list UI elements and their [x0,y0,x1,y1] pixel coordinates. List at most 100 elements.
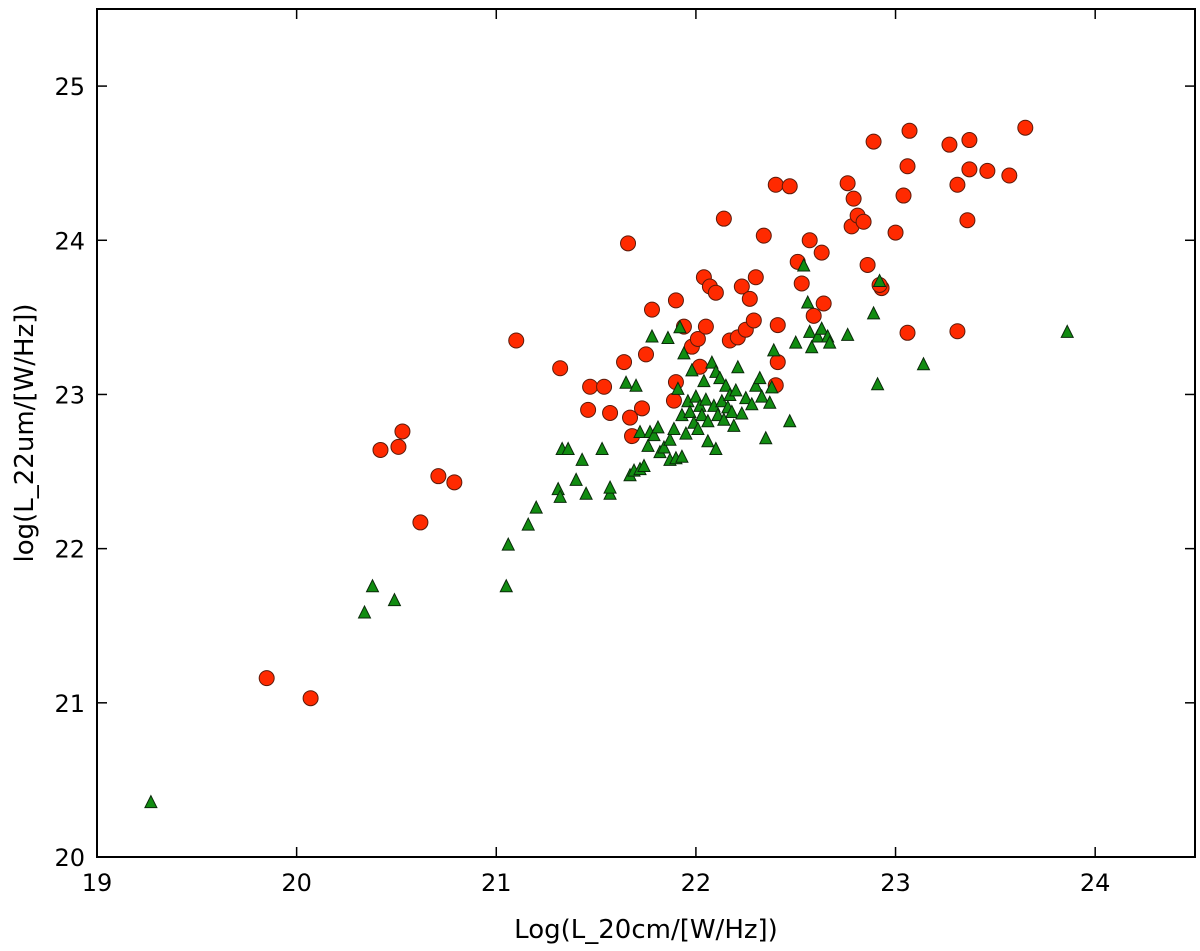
data-point-triangle [357,604,372,619]
y-tick-label: 25 [54,73,85,101]
data-point-triangle [637,458,651,472]
data-point-triangle [671,381,685,395]
data-point-triangle [575,452,589,466]
data-point-circle [899,158,916,175]
data-point-triangle [752,370,767,385]
data-point-triangle [683,404,697,419]
data-point-triangle [727,418,741,432]
data-point-circle [855,213,872,230]
data-point-triangle [872,273,887,287]
data-point-triangle [729,382,743,397]
data-point-circle [596,378,613,395]
data-point-triangle [699,392,713,406]
data-point-circle [697,318,714,335]
data-point-triangle [663,432,677,446]
data-point-triangle [701,433,715,448]
x-tick-label: 22 [681,869,712,897]
data-point-triangle [677,345,691,360]
x-tick-label: 23 [880,869,911,897]
x-tick-label: 24 [1080,869,1111,897]
data-point-triangle [725,404,739,419]
plot-frame [96,8,1196,858]
data-point-circle [755,227,772,244]
data-point-triangle [501,536,516,551]
data-point-circle [394,423,411,440]
data-point-circle [839,175,856,192]
data-point-circle [372,441,389,458]
data-point-triangle [365,578,380,593]
data-point-circle [767,176,784,193]
data-point-circle [859,256,876,273]
data-point-circle [781,178,798,195]
data-point-circle [643,301,660,318]
data-point-circle [580,401,597,418]
x-axis-label: Log(L_20cm/[W/Hz]) [514,915,778,945]
data-point-circle [793,275,810,292]
y-tick-label: 23 [54,381,85,409]
data-point-triangle [641,438,655,452]
data-point-triangle [822,335,837,349]
data-point-triangle [697,373,711,388]
data-point-triangle [748,378,763,392]
data-point-circle [582,378,599,395]
data-point-circle [446,474,463,491]
data-point-circle [887,224,904,241]
data-point-circle [961,132,978,149]
data-point-triangle [810,328,825,343]
data-point-triangle [595,441,609,456]
data-point-triangle [679,425,693,440]
data-point-triangle [689,388,703,403]
data-point-circle [689,330,706,347]
data-point-triangle [766,342,781,357]
data-point-triangle [657,439,671,454]
data-point-triangle [521,516,536,531]
data-point-circle [959,212,976,229]
data-point-circle [1017,119,1034,136]
data-point-triangle [673,319,687,334]
data-point-triangle [619,375,633,389]
data-point-triangle [387,592,402,607]
data-point-circle [741,290,758,307]
data-point-triangle [529,499,544,514]
data-point-triangle [804,339,819,354]
data-point-circle [901,122,918,139]
data-point-triangle [713,370,727,385]
data-point-circle [745,312,762,329]
data-point-triangle [840,327,855,341]
data-point-triangle [802,324,817,338]
x-tick-label: 20 [281,869,312,897]
data-point-triangle [1060,324,1075,338]
data-point-circle [622,409,639,426]
data-point-triangle [739,390,753,405]
data-point-triangle [870,376,885,391]
data-point-triangle [645,328,659,343]
data-point-circle [552,360,569,377]
data-point-triangle [579,486,593,500]
x-tick-label: 19 [82,869,113,897]
data-point-triangle [691,421,705,435]
data-point-triangle [667,421,681,435]
data-point-triangle [814,321,829,335]
y-axis-label: log(L_22um/[W/Hz]) [10,303,40,562]
data-point-triangle [499,578,514,593]
data-point-triangle [685,362,699,377]
data-point-circle [949,323,966,340]
data-point-triangle [603,479,617,494]
data-point-triangle [758,430,773,445]
data-point-circle [390,438,407,455]
data-point-circle [979,162,996,179]
data-point-circle [769,354,786,371]
data-point-triangle [561,441,575,456]
data-point-circle [634,400,651,417]
data-point-triangle [731,359,745,374]
data-point-circle [707,284,724,301]
data-point-circle [801,232,818,249]
points-layer [144,119,1075,809]
data-point-circle [845,190,862,207]
data-point-triangle [717,412,731,426]
data-point-triangle [744,396,759,411]
data-point-circle [508,332,525,349]
data-point-circle [961,161,978,178]
data-point-triangle [661,330,675,345]
data-point-circle [1001,167,1018,184]
